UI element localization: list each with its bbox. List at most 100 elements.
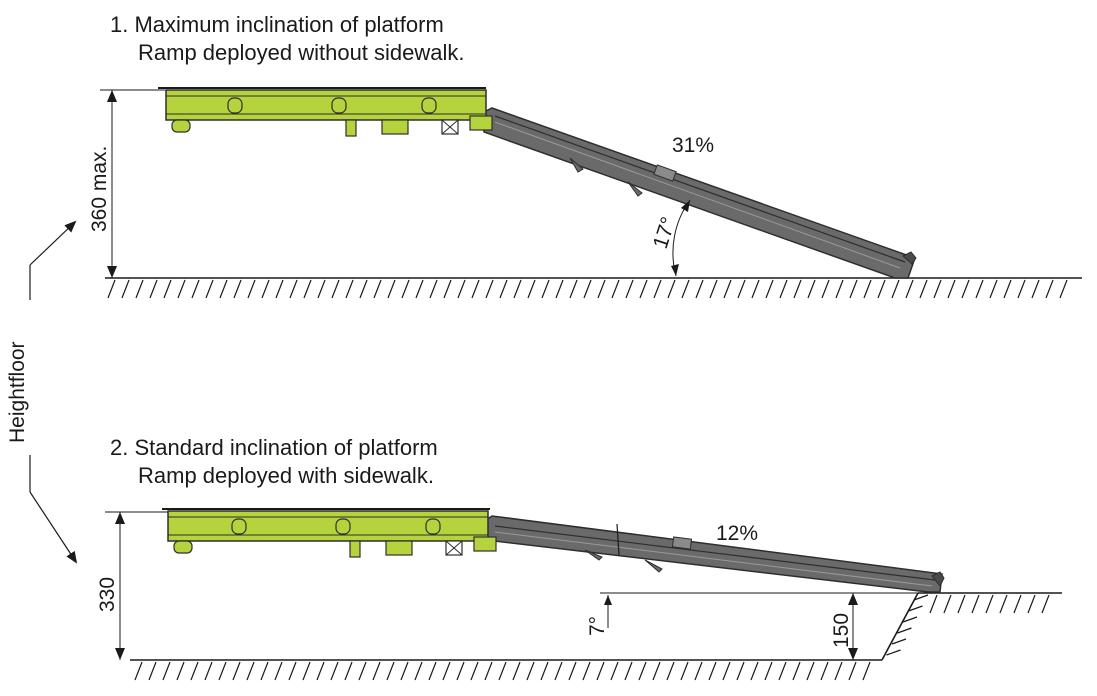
ground-hatch-mark — [373, 279, 382, 299]
ground-hatch-mark — [583, 279, 592, 299]
ground-hatch-mark — [943, 594, 952, 614]
ramp-1 — [483, 107, 917, 279]
angle-indicator-1: 17° — [649, 199, 691, 277]
ground-hatch-mark — [457, 279, 466, 299]
ground-hatch-mark — [246, 661, 255, 681]
ground-hatch-mark — [513, 279, 522, 299]
heightfloor-indicator: Heightfloor — [6, 220, 78, 564]
ground-hatch-mark — [961, 279, 970, 299]
ground-hatch-mark — [779, 279, 788, 299]
ground-hatch-mark — [162, 661, 171, 681]
ground-hatch-mark — [778, 661, 787, 681]
sidewalk-height-label: 150 — [830, 613, 853, 648]
ground-hatch-mark — [793, 279, 802, 299]
ground-hatch-mark — [148, 661, 157, 681]
ground-hatch-mark — [737, 279, 746, 299]
ground-hatch-mark — [695, 279, 704, 299]
ground-hatch-mark — [863, 279, 872, 299]
ground-hatch-mark — [400, 661, 409, 681]
ground-hatch-mark — [751, 279, 760, 299]
ground-hatch-mark — [999, 594, 1008, 614]
ground-hatch-mark — [989, 279, 998, 299]
ground-hatch-mark — [1041, 594, 1050, 614]
sidewalk-hatch-mark — [897, 627, 912, 634]
ground-hatch-mark — [415, 279, 424, 299]
ground-hatch-mark — [316, 661, 325, 681]
ground-hatch-mark — [176, 661, 185, 681]
ground-hatch-mark — [957, 594, 966, 614]
ground-hatch-mark — [317, 279, 326, 299]
ground-hatch-mark — [568, 661, 577, 681]
ground-hatch-mark — [372, 661, 381, 681]
ground-hatch-mark — [219, 279, 228, 299]
ground-hatch-mark — [274, 661, 283, 681]
ground-hatch-mark — [387, 279, 396, 299]
ground-hatch-mark — [653, 279, 662, 299]
scenario-1-title-line2: Ramp deployed without sidewalk. — [138, 40, 465, 65]
heightfloor-label: Heightfloor — [6, 341, 29, 443]
ground-hatch-mark — [708, 661, 717, 681]
ground-hatch-mark — [331, 279, 340, 299]
ground-hatch-mark — [289, 279, 298, 299]
angle-label-2: 7° — [586, 616, 609, 636]
ground-hatch-mark — [723, 279, 732, 299]
ground-hatch-mark — [891, 279, 900, 299]
ground-hatch-mark — [499, 279, 508, 299]
ground-hatch-mark — [905, 279, 914, 299]
ground-hatch-mark — [191, 279, 200, 299]
ground-hatch-mark — [694, 661, 703, 681]
ground-hatch-mark — [1045, 279, 1054, 299]
ramp-2 — [485, 515, 945, 593]
ground-hatch-mark — [848, 661, 857, 681]
angle-indicator-2: 7° — [586, 595, 612, 636]
ground-hatch-mark — [1003, 279, 1012, 299]
ground-hatch-mark — [1031, 279, 1040, 299]
ground-hatch-mark — [971, 594, 980, 614]
scenario-2-title-line2: Ramp deployed with sidewalk. — [138, 463, 434, 488]
ground-hatch-mark — [344, 661, 353, 681]
ground-hatch-mark — [681, 279, 690, 299]
ground-hatch-mark — [345, 279, 354, 299]
sidewalk-dimension: 150 — [830, 593, 858, 660]
ground-hatch-mark — [526, 661, 535, 681]
height-label-2: 330 — [96, 577, 119, 612]
ground-hatch-mark — [485, 279, 494, 299]
ground-hatch-mark — [456, 661, 465, 681]
height-label-1: 360 max. — [88, 146, 111, 232]
ground-hatch-mark — [470, 661, 479, 681]
ground-hatch-mark — [1013, 594, 1022, 614]
ground-hatch-mark — [429, 279, 438, 299]
ground-hatch-mark — [736, 661, 745, 681]
ground-hatch-mark — [135, 279, 144, 299]
ground-hatch-mark — [820, 661, 829, 681]
ground-hatch-mark — [985, 594, 994, 614]
ground-hatch-mark — [611, 279, 620, 299]
ground-hatch-mark — [554, 661, 563, 681]
ground-hatch-mark — [929, 594, 938, 614]
sidewalk-hatch-mark — [902, 616, 918, 623]
ground-hatch-mark — [1027, 594, 1036, 614]
ground-hatch-mark — [975, 279, 984, 299]
ground-hatch-mark — [260, 661, 269, 681]
ground-hatch-mark — [484, 661, 493, 681]
platform-2 — [162, 508, 497, 558]
ground-hatch-mark — [709, 279, 718, 299]
ground-hatch-mark — [835, 279, 844, 299]
ground-hatch-mark — [666, 661, 675, 681]
ground-hatch-mark — [877, 279, 886, 299]
ground-hatch-mark — [1059, 279, 1068, 299]
ground-hatch-mark — [288, 661, 297, 681]
slope-label-2: 12% — [716, 522, 758, 545]
platform-1 — [158, 87, 493, 137]
ground-hatch-mark — [359, 279, 368, 299]
ground-hatch-mark — [205, 279, 214, 299]
ground-hatch-mark — [862, 661, 871, 681]
ground-hatch-mark — [204, 661, 213, 681]
ground-hatch-mark — [806, 661, 815, 681]
ground-hatch-mark — [582, 661, 591, 681]
scenario-2-title-line1: 2. Standard inclination of platform — [110, 435, 438, 460]
sidewalk-hatch-mark — [913, 594, 929, 601]
ground-hatch-mark — [680, 661, 689, 681]
